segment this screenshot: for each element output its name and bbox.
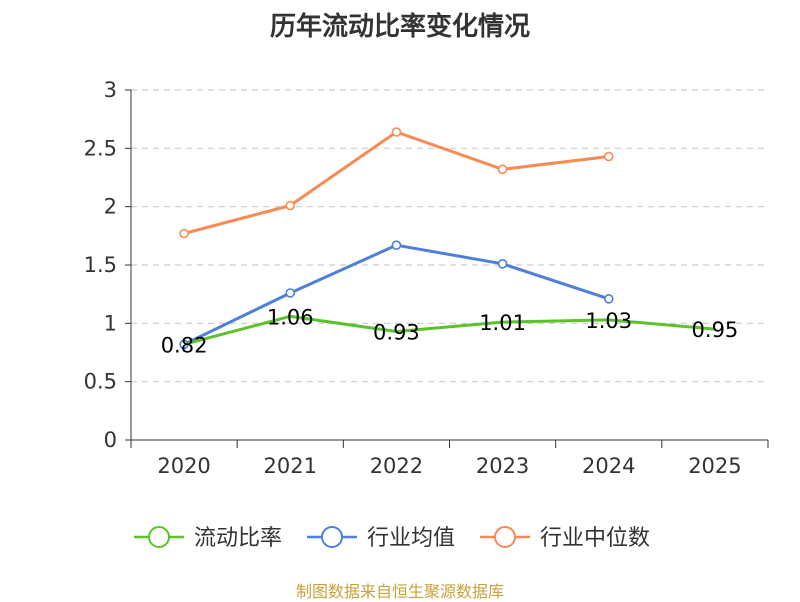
legend-label: 行业中位数 — [540, 526, 650, 551]
grid-lines — [131, 89, 768, 383]
x-tick-label: 2020 — [157, 454, 210, 478]
data-label: 0.93 — [373, 321, 420, 345]
source-note: 制图数据来自恒生聚源数据库 — [295, 582, 504, 601]
data-labels: 0.82 1.06 0.93 1.01 1.03 0.95 — [161, 305, 739, 357]
data-label: 1.06 — [267, 305, 314, 329]
legend-item[interactable]: 行业中位数 — [480, 526, 650, 551]
legend-item[interactable]: 流动比率 — [134, 526, 282, 551]
y-tick-label: 3 — [104, 78, 117, 102]
legend-item[interactable]: 行业均值 — [307, 526, 455, 551]
legend-swatch-marker — [148, 526, 170, 548]
data-point — [179, 228, 189, 239]
series-lines — [179, 127, 716, 350]
data-label: 1.03 — [585, 309, 632, 333]
data-point — [603, 294, 614, 304]
y-tick-label: 1.5 — [84, 253, 117, 277]
data-label: 1.01 — [479, 311, 526, 335]
legend-swatch-marker — [321, 526, 344, 548]
data-point — [497, 259, 508, 269]
data-point — [497, 164, 508, 175]
y-tick-label: 1 — [104, 311, 117, 335]
data-point — [391, 240, 402, 250]
x-tick-label: 2025 — [688, 454, 741, 478]
y-tick-label: 2.5 — [84, 136, 117, 160]
x-tick-label: 2024 — [582, 454, 635, 478]
y-tick-label: 0 — [104, 428, 117, 452]
data-point — [603, 151, 614, 162]
data-label: 0.82 — [161, 333, 208, 357]
data-point — [285, 200, 296, 211]
series-line — [183, 314, 716, 346]
legend[interactable]: 流动比率 行业均值 行业中位数 — [134, 526, 650, 551]
x-tick-label: 2023 — [476, 454, 529, 478]
legend-swatch-marker — [494, 526, 517, 548]
data-point — [391, 127, 402, 137]
chart-title: 历年流动比率变化情况 — [269, 12, 530, 42]
series-line — [183, 130, 609, 235]
x-tick-label: 2022 — [370, 454, 423, 478]
y-tick-label: 0.5 — [84, 370, 117, 394]
x-tick-label: 2021 — [264, 454, 317, 478]
data-label: 0.95 — [692, 318, 739, 342]
legend-label: 行业均值 — [367, 526, 455, 551]
legend-label: 流动比率 — [194, 526, 282, 551]
axes: 0 0.5 1 1.5 2 2.5 3 2020 2021 2022 2023 2024 2025 — [84, 78, 769, 478]
y-tick-label: 2 — [104, 195, 117, 219]
data-point — [285, 288, 296, 298]
